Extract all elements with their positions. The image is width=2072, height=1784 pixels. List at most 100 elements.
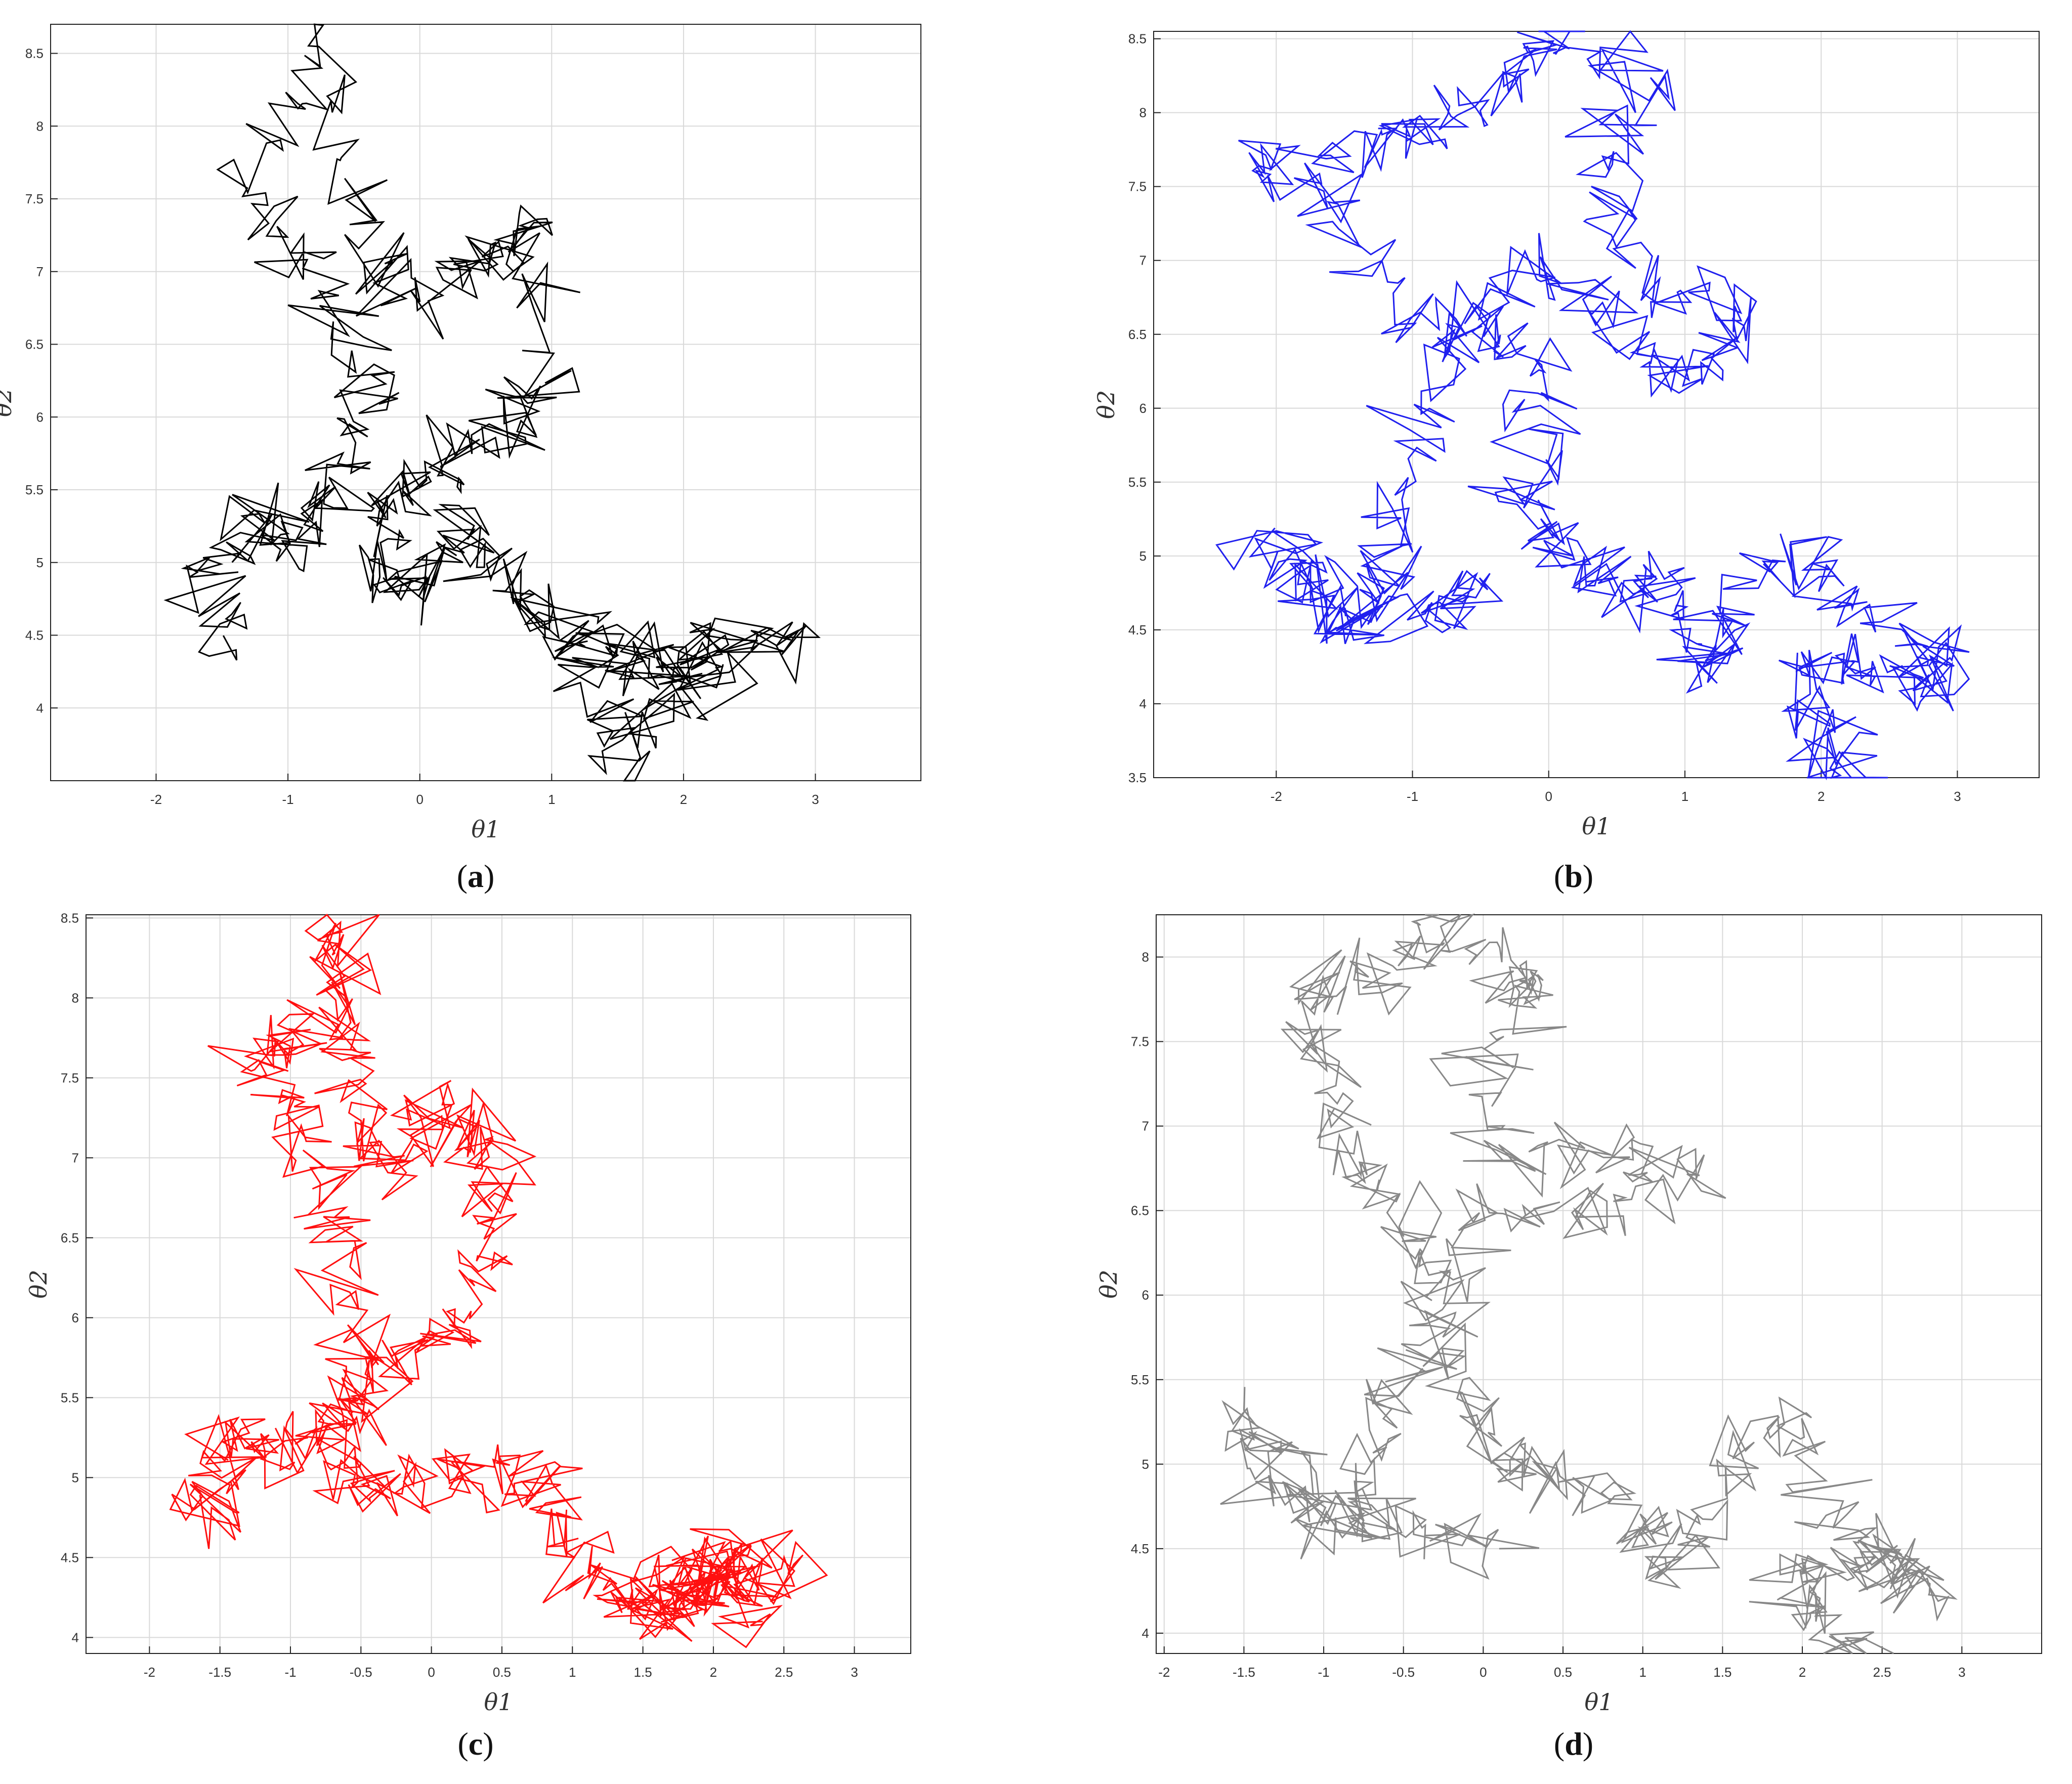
y-tick-label: 4.5 [25, 628, 44, 643]
y-tick-label: 5 [36, 555, 44, 570]
y-tick-label: 6 [1139, 401, 1147, 416]
y-tick-label: 8.5 [25, 46, 44, 61]
y-axis-label: θ2 [1095, 1270, 1122, 1299]
x-tick-label: -1 [1318, 1665, 1330, 1680]
chart-panel-d: -2 -1.5 -1 -0.5 0 0.5 1 1.5 2 2.5 3 4 4.5 5 5.5 6 6.5 7 7.… [1095, 913, 2042, 1716]
x-tick-label: 0 [416, 792, 423, 807]
x-tick-label: -2 [150, 792, 162, 807]
caption-a: (a) [456, 858, 495, 894]
x-tick-label: 1 [569, 1665, 576, 1680]
y-tick-label: 4 [1139, 696, 1147, 711]
plot-border [1153, 31, 2040, 778]
x-tick-label: -1.5 [1233, 1665, 1255, 1680]
x-tick-label: 1.5 [1713, 1665, 1731, 1680]
y-tick-label: 7.5 [61, 1070, 79, 1085]
x-tick-label: 2.5 [775, 1665, 793, 1680]
chart-panel-a: -2 -1 0 1 2 3 4 4.5 5 5.5 6 6.5 7 7.5 8 8.5 θ1 θ2 [0, 23, 921, 843]
x-axis-label: θ1 [1582, 813, 1611, 840]
y-tick-label: 5.5 [1128, 475, 1147, 490]
y-tick-label: 7.5 [1131, 1034, 1149, 1049]
x-tick-label: 0 [1545, 789, 1552, 804]
x-tick-label: 2 [710, 1665, 717, 1680]
plot-frame [1153, 31, 2040, 778]
y-tick-label: 5.5 [1131, 1372, 1149, 1387]
y-axis-label: θ2 [1092, 390, 1120, 419]
trajectory-line [1220, 913, 1958, 1654]
y-tick-label: 4 [36, 700, 44, 715]
y-tick-label: 7 [72, 1150, 79, 1165]
y-axis-label: θ2 [25, 1270, 52, 1299]
trajectory-line [1215, 30, 1970, 781]
y-tick-label: 8 [1139, 105, 1147, 120]
y-tick-label: 5 [1142, 1457, 1149, 1472]
y-tick-label: 6.5 [1128, 327, 1147, 342]
x-tick-label: 3 [1954, 789, 1961, 804]
x-tick-label: 2 [1799, 1665, 1806, 1680]
x-axis-label: θ1 [472, 816, 500, 843]
x-tick-label: 2 [680, 792, 687, 807]
x-tick-label: 1.5 [634, 1665, 652, 1680]
y-tick-label: 6 [72, 1310, 79, 1325]
x-tick-label: 2 [1817, 789, 1825, 804]
y-tick-label: 4 [1142, 1626, 1149, 1641]
caption-c: (c) [457, 1726, 494, 1762]
y-tick-label: 4.5 [61, 1550, 79, 1565]
y-tick-label: 7 [1142, 1119, 1149, 1134]
y-tick-label: 7.5 [25, 191, 44, 206]
y-tick-label: 8.5 [61, 910, 79, 925]
y-tick-label: 4 [72, 1630, 79, 1645]
x-axis-label: θ1 [484, 1688, 513, 1716]
y-tick-label: 8 [1142, 950, 1149, 965]
y-tick-label: 5.5 [61, 1390, 79, 1405]
y-axis-label: θ2 [0, 388, 17, 417]
x-tick-label: -2 [1158, 1665, 1170, 1680]
x-tick-label: -2 [144, 1665, 155, 1680]
y-tick-label: 5.5 [25, 482, 44, 497]
plot-frame [50, 24, 921, 781]
caption-d: (d) [1553, 1726, 1594, 1762]
chart-panel-b: -2 -1 0 1 2 3 3.5 4 4.5 5 5.5 6 6.5 7 7.5 8 8.5 θ1 θ2 [1092, 30, 2040, 840]
chart-panel-c: -2 -1.5 -1 -0.5 0 0.5 1 1.5 2 2.5 3 4 4.5 5 5.5 6 6.5 7 7.… [25, 910, 911, 1716]
y-tick-label: 4.5 [1131, 1541, 1149, 1556]
plot-border [86, 914, 911, 1654]
y-tick-label: 6.5 [25, 337, 44, 352]
caption-b: (b) [1553, 858, 1594, 894]
x-tick-label: 3 [1958, 1665, 1965, 1680]
x-tick-label: 1 [1681, 789, 1688, 804]
y-tick-label: 8.5 [1128, 31, 1147, 47]
y-tick-label: 8 [36, 118, 44, 134]
x-tick-label: -1.5 [208, 1665, 231, 1680]
y-tick-label: 6 [36, 409, 44, 424]
plot-border [1156, 914, 2042, 1654]
x-tick-label: -1 [282, 792, 294, 807]
trajectory-line [169, 913, 828, 1648]
x-tick-label: 3 [812, 792, 819, 807]
x-tick-label: 2.5 [1873, 1665, 1891, 1680]
y-tick-label: 3.5 [1128, 770, 1147, 785]
x-tick-label: 3 [851, 1665, 858, 1680]
x-axis-label: θ1 [1585, 1688, 1614, 1716]
x-tick-label: -0.5 [1392, 1665, 1415, 1680]
x-tick-label: 1 [1639, 1665, 1646, 1680]
x-tick-label: 0 [1479, 1665, 1487, 1680]
y-tick-label: 5 [1139, 548, 1147, 564]
y-tick-label: 8 [72, 990, 79, 1005]
x-tick-label: -0.5 [350, 1665, 372, 1680]
y-tick-label: 6 [1142, 1288, 1149, 1303]
x-tick-label: 1 [548, 792, 555, 807]
x-tick-label: -2 [1271, 789, 1282, 804]
y-tick-label: 6.5 [1131, 1203, 1149, 1218]
x-tick-label: -1 [1407, 789, 1418, 804]
x-tick-label: 0.5 [1554, 1665, 1572, 1680]
y-tick-label: 6.5 [61, 1230, 79, 1245]
y-tick-label: 7 [36, 264, 44, 279]
x-tick-label: -1 [284, 1665, 296, 1680]
plot-border [50, 24, 921, 781]
x-tick-label: 0.5 [493, 1665, 511, 1680]
y-tick-label: 7 [1139, 253, 1147, 268]
y-tick-label: 7.5 [1128, 179, 1147, 194]
trajectory-line [163, 23, 821, 782]
x-tick-label: 0 [428, 1665, 435, 1680]
y-tick-label: 5 [72, 1470, 79, 1485]
